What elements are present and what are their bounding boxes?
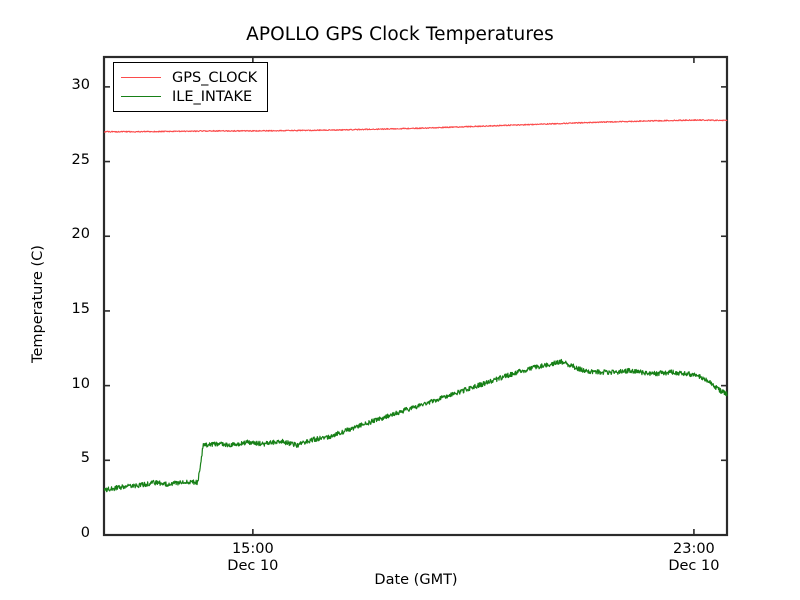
legend-entry-ile-intake: ILE_INTAKE (121, 87, 257, 106)
legend-entry-gps-clock: GPS_CLOCK (121, 68, 257, 87)
x-tick-time: 15:00 (231, 541, 274, 557)
x-tick-time: 23:00 (673, 541, 715, 557)
y-tick-label: 30 (71, 76, 90, 93)
x-tick-date: Dec 10 (227, 557, 279, 574)
series-line-gps-clock (103, 118, 728, 133)
chart-title: APOLLO GPS Clock Temperatures (246, 24, 554, 45)
series-line-ile-intake (103, 358, 728, 493)
chart-legend: GPS_CLOCK ILE_INTAKE (113, 62, 269, 112)
y-tick-label: 10 (71, 375, 90, 392)
plot-frame (102, 55, 729, 537)
legend-label-ile-intake: ILE_INTAKE (172, 88, 253, 105)
y-tick-label: 15 (71, 300, 90, 317)
tick-marks (104, 57, 727, 536)
legend-swatch-gps-clock (121, 77, 161, 78)
series-lines (103, 118, 728, 493)
y-tick-label: 0 (80, 525, 90, 541)
y-tick-label: 25 (71, 151, 90, 168)
y-tick-label: 20 (71, 226, 90, 243)
x-tick-label: 15:00 Dec 10 (188, 541, 318, 574)
axes-frame (102, 55, 729, 537)
legend-swatch-ile-intake (121, 96, 161, 97)
x-tick-label: 23:00 Dec 10 (629, 541, 759, 574)
y-tick-label: 5 (80, 450, 90, 467)
x-axis-label: Date (GMT) (374, 572, 458, 588)
x-tick-date: Dec 10 (668, 557, 720, 574)
legend-label-gps-clock: GPS_CLOCK (172, 69, 258, 86)
